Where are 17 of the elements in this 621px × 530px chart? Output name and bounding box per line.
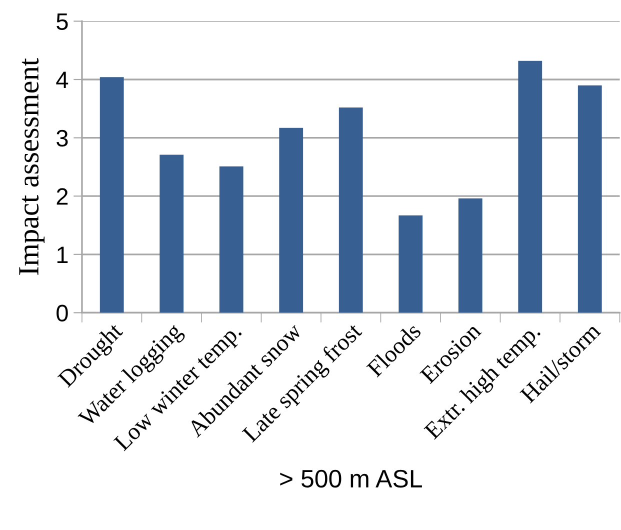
bar	[160, 154, 184, 313]
y-axis-title: Impact assessment	[19, 58, 45, 275]
bar	[219, 166, 244, 313]
bar	[338, 107, 363, 313]
x-axis-title: > 500 m ASL	[280, 470, 422, 488]
bar	[279, 128, 304, 313]
bar	[100, 77, 124, 313]
y-tick-label: 0	[56, 304, 68, 322]
bar	[458, 198, 482, 313]
bar	[518, 60, 542, 313]
y-tick-label: 5	[56, 14, 68, 30]
y-tick-label: 2	[56, 188, 68, 205]
y-tick-label: 4	[56, 72, 68, 88]
bar	[398, 215, 423, 313]
y-tick-label: 3	[56, 130, 68, 147]
y-tick-label: 1	[57, 246, 68, 263]
bar	[578, 85, 602, 313]
